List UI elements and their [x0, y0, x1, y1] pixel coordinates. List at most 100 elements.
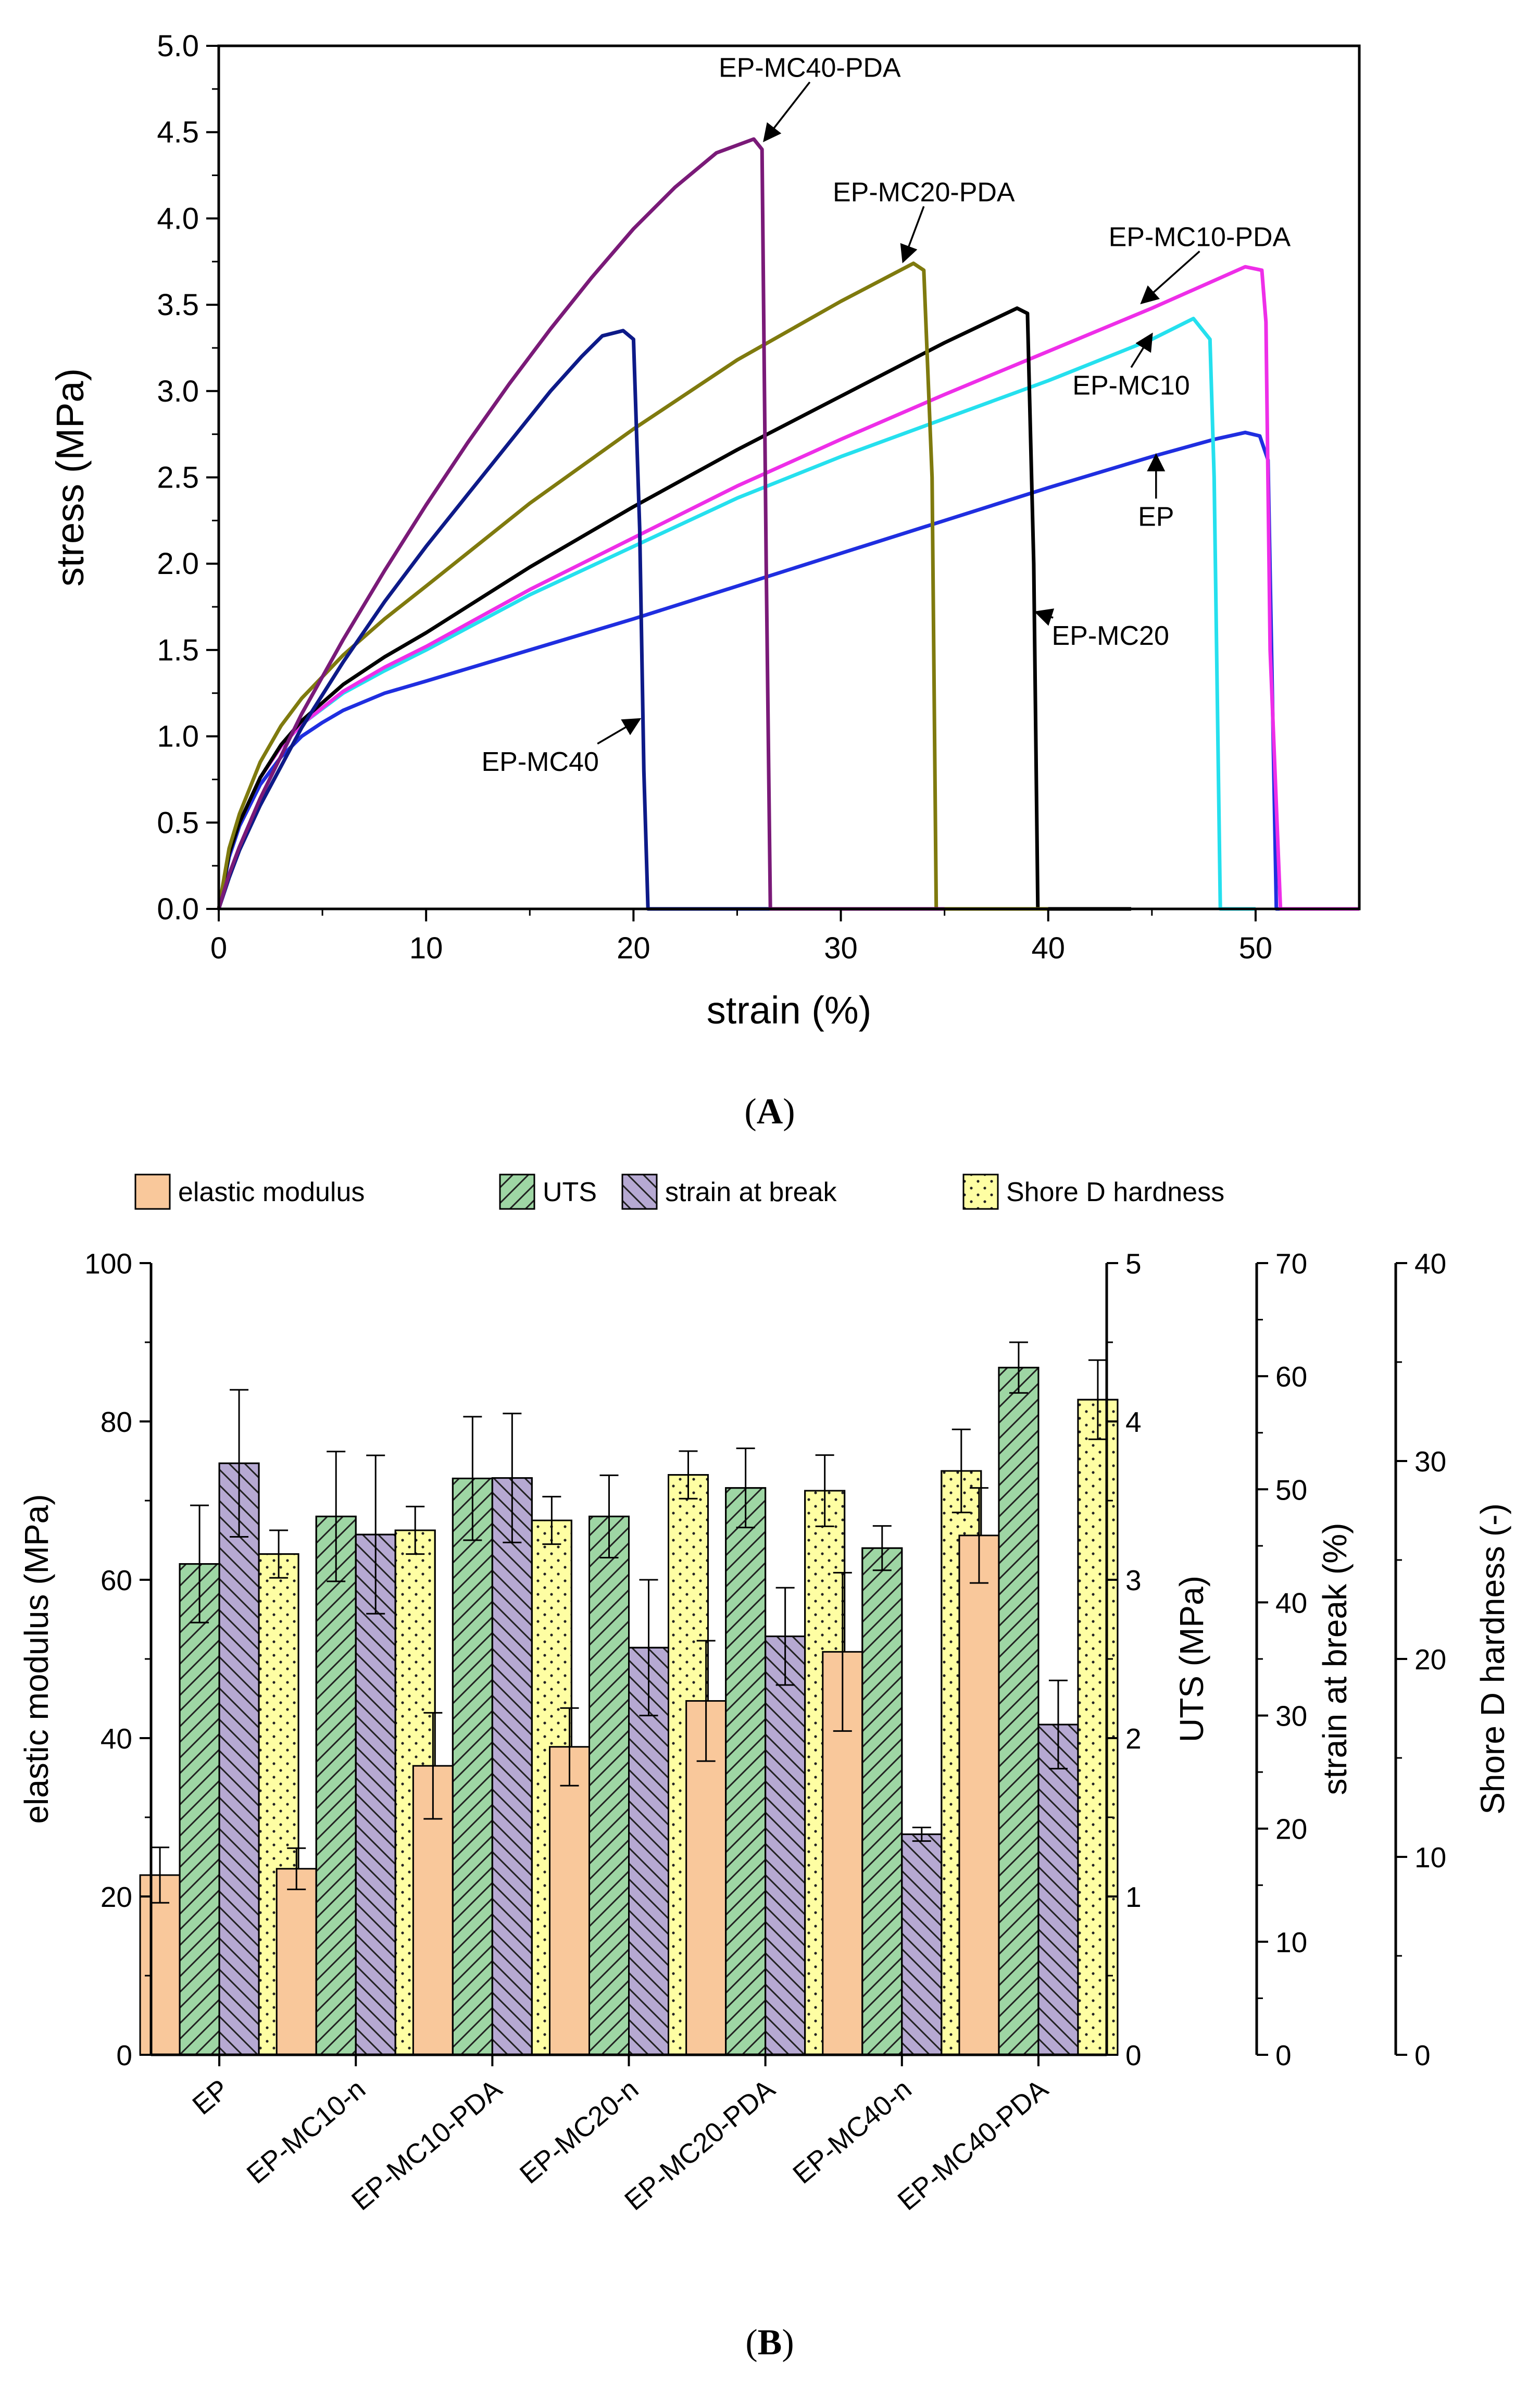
- panel-label-a: (A): [744, 1092, 795, 1132]
- bar-pattern: [589, 1515, 630, 2056]
- annotation-label: EP-MC10-PDA: [1109, 222, 1291, 252]
- stress-strain-series: [217, 137, 1359, 911]
- category-label: EP: [187, 2074, 235, 2121]
- x-tick-label: 40: [1031, 931, 1065, 965]
- x-axis-label: strain (%): [707, 989, 872, 1032]
- y-tick-label: 3.5: [157, 288, 199, 322]
- y-tick-label: 0.5: [157, 806, 199, 840]
- annotation-label: EP-MC20-PDA: [833, 177, 1015, 207]
- category-label: EP-MC40-n: [787, 2074, 917, 2190]
- error-bar: [736, 1447, 755, 1529]
- y-tick-label: 4.5: [157, 116, 199, 149]
- legend-swatch-pattern: [499, 1174, 535, 1210]
- error-bar: [230, 1389, 249, 1538]
- stress-strain-chart: 0 10 20 30 40 50 0.0 0.5 1.0 1.5 2.0 2.5 3.0 3.5 4.0 4…: [48, 29, 1361, 1032]
- bar-fill: [276, 1868, 317, 2056]
- tick-label: 2: [1125, 1723, 1142, 1755]
- bar-elastic-modulus: [139, 1874, 181, 2056]
- y-axis-ticks: 0.0 0.5 1.0 1.5 2.0 2.5 3.0 3.5 4.0 4.5 5.0: [157, 29, 219, 926]
- tick-label: 40: [1275, 1587, 1307, 1619]
- error-bar: [463, 1416, 482, 1541]
- annotation-arrow: [900, 206, 925, 264]
- error-bar: [503, 1413, 522, 1543]
- tick-label: 0: [1275, 2039, 1292, 2071]
- tick-label: 4: [1125, 1406, 1142, 1438]
- error-bar: [679, 1450, 698, 1500]
- bar-pattern: [901, 1833, 943, 2056]
- x-axis-ticks: 0 10 20 30 40 50: [210, 909, 1272, 965]
- tick-label: 40: [1414, 1247, 1446, 1280]
- y-axis-label: stress (MPa): [48, 368, 92, 586]
- error-bars: [151, 1341, 1107, 1904]
- bar-pattern: [998, 1367, 1040, 2056]
- error-bar: [833, 1571, 852, 1732]
- legend-item-elastic-modulus: elastic modulus: [134, 1174, 365, 1210]
- bar-pattern: [491, 1477, 533, 2056]
- bar-pattern: [725, 1487, 767, 2056]
- category-label: EP-MC20-n: [514, 2074, 644, 2190]
- series-line-ep-mc40: [217, 329, 841, 911]
- annotation-label: EP-MC40-PDA: [719, 53, 901, 83]
- legend-item-uts: UTS: [499, 1174, 597, 1210]
- x-tick-label: 10: [409, 931, 443, 965]
- axis-title: elastic modulus (MPa): [18, 1494, 55, 1824]
- error-bar: [1088, 1359, 1107, 1440]
- tick-label: 3: [1125, 1564, 1142, 1596]
- error-bar: [151, 1846, 170, 1904]
- curve-annotations: EP-MC40-PDA EP-MC20-PDA EP-MC10-PDA EP-MC10…: [481, 53, 1291, 777]
- x-tick-label: 20: [617, 931, 650, 965]
- error-bar: [969, 1487, 988, 1584]
- bar-pattern: [315, 1515, 357, 2056]
- error-bar: [1009, 1341, 1028, 1394]
- error-bar: [872, 1525, 892, 1571]
- annotation-arrow: [763, 81, 811, 143]
- error-bar: [912, 1827, 931, 1842]
- bar-uts: [179, 1563, 220, 2056]
- value-axis-uts: 0 1 2 3 4 5 UTS (MPa): [1105, 1247, 1210, 2071]
- category-label: EP-MC10-PDA: [346, 2074, 508, 2217]
- panel-label-b: (B): [745, 2323, 794, 2363]
- tick-label: 20: [101, 1881, 132, 1913]
- error-bar: [815, 1454, 834, 1527]
- bar-pattern: [452, 1477, 493, 2056]
- legend-label: UTS: [543, 1177, 597, 1207]
- bar-strain-at-break: [901, 1833, 943, 2056]
- annotation-arrow: [1130, 332, 1153, 368]
- legend-item-strain-at-break: strain at break: [621, 1174, 837, 1210]
- tick-label: 100: [84, 1247, 132, 1280]
- x-tick-label: 50: [1239, 931, 1273, 965]
- legend: elastic modulus UTS strain at break Shore D…: [134, 1174, 1224, 1210]
- error-bar: [599, 1474, 619, 1558]
- error-bar: [951, 1428, 971, 1514]
- axis-title: UTS (MPa): [1173, 1576, 1210, 1742]
- category-label: EP-MC10-n: [241, 2074, 371, 2190]
- legend-swatch-pattern: [621, 1174, 658, 1210]
- bar-uts: [861, 1547, 903, 2056]
- tick-label: 10: [1275, 1926, 1307, 1958]
- tick-label: 40: [101, 1723, 132, 1755]
- bar-elastic-modulus: [276, 1868, 317, 2056]
- error-bar: [366, 1454, 385, 1615]
- bar-fill: [139, 1874, 181, 2056]
- legend-swatch: [134, 1174, 171, 1210]
- y-tick-label: 5.0: [157, 29, 199, 63]
- axis-title: strain at break (%): [1316, 1523, 1354, 1795]
- error-bar: [560, 1707, 579, 1787]
- legend-label: strain at break: [665, 1177, 837, 1207]
- bar-pattern: [861, 1547, 903, 2056]
- error-bar: [542, 1495, 561, 1545]
- y-tick-label: 1.0: [157, 720, 199, 754]
- bar-series: [139, 1367, 1119, 2056]
- legend-item-shore-d-hardness: Shore D hardness: [962, 1174, 1224, 1210]
- error-bar: [190, 1504, 209, 1624]
- bar-fill: [549, 1746, 590, 2056]
- annotation-label: EP-MC40: [481, 747, 598, 777]
- category-label: EP-MC40-PDA: [892, 2074, 1054, 2217]
- annotation-arrow: [597, 718, 642, 745]
- tick-label: 20: [1414, 1643, 1446, 1676]
- bar-pattern: [1077, 1399, 1119, 2056]
- bar-pattern: [218, 1462, 260, 2056]
- tick-label: 0: [116, 2039, 132, 2071]
